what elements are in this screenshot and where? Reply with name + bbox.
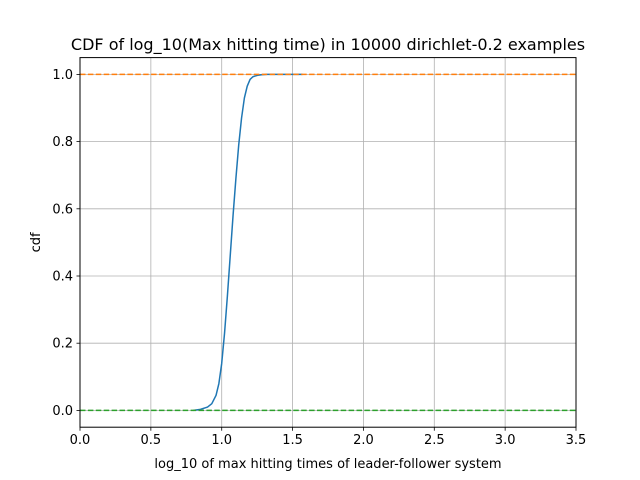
grid — [79, 57, 577, 428]
series-layer — [80, 73, 576, 412]
y-axis-ticks: 0.0 0.2 0.4 0.6 0.8 1.0 — [52, 68, 80, 419]
x-axis-ticks: 0.0 0.5 1.0 1.5 2.0 2.5 3.0 3.5 — [70, 427, 587, 448]
y-tick-label: 0.6 — [52, 202, 73, 217]
series-line-0 — [193, 73, 303, 412]
x-tick-label: 0.5 — [141, 433, 162, 448]
x-axis-label: log_10 of max hitting times of leader-fo… — [154, 457, 501, 472]
x-tick-label: 2.0 — [353, 433, 374, 448]
x-tick-label: 2.5 — [424, 433, 445, 448]
x-tick-label: 3.0 — [495, 433, 516, 448]
x-tick-label: 1.5 — [282, 433, 303, 448]
chart-title: CDF of log_10(Max hitting time) in 10000… — [71, 35, 585, 55]
y-tick-label: 0.0 — [52, 404, 73, 419]
plot-frame — [79, 57, 577, 428]
x-tick-label: 0.0 — [70, 433, 91, 448]
y-tick-label: 0.2 — [52, 337, 73, 352]
y-axis-label: cdf — [29, 232, 44, 252]
x-tick-label: 3.5 — [566, 433, 587, 448]
x-tick-label: 1.0 — [211, 433, 232, 448]
y-tick-label: 0.4 — [52, 270, 73, 285]
y-tick-label: 0.8 — [52, 135, 73, 150]
y-tick-label: 1.0 — [52, 68, 73, 83]
